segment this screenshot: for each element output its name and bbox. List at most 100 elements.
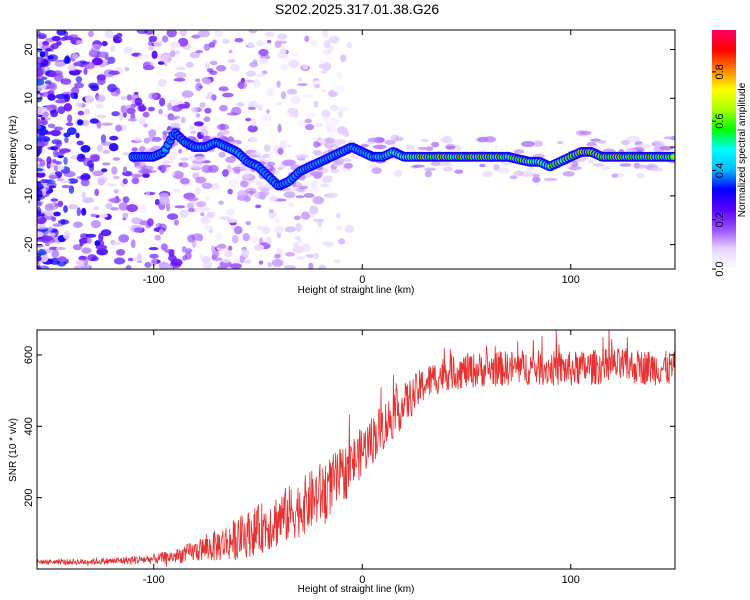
spectrogram-noise-blob (256, 40, 264, 47)
spectrogram-noise-blob (308, 186, 320, 194)
spectrogram-halo-blob (267, 161, 275, 167)
spectrogram-noise-blob (37, 249, 46, 256)
spectrogram-halo-blob (346, 139, 356, 144)
spectrogram-noise-blob (123, 46, 133, 54)
spectrogram-halo-blob (521, 174, 533, 178)
spectrogram-noise-blob (312, 218, 325, 223)
spectrogram-noise-blob (180, 162, 189, 168)
spectrogram-noise-blob (327, 192, 339, 199)
spectrogram-noise-blob (179, 30, 187, 37)
spectrogram-noise-blob (53, 165, 59, 172)
spectrogram-noise-blob (195, 50, 203, 54)
spectrogram-noise-blob (203, 43, 211, 51)
spectrogram-noise-blob (295, 256, 306, 260)
spectrogram-noise-blob (136, 253, 142, 261)
spectrogram-halo-blob (325, 137, 336, 143)
spectrogram-noise-blob (57, 200, 64, 207)
spectrogram-noise-blob (247, 42, 254, 48)
spectrogram-noise-blob (52, 223, 63, 227)
spectrogram-noise-blob (302, 243, 311, 252)
spectrogram-halo-blob (190, 130, 197, 135)
spectrogram-noise-blob (48, 83, 56, 89)
spectrogram-noise-blob (138, 105, 147, 112)
spectrogram-noise-blob (37, 255, 42, 262)
spectrogram-noise-blob (253, 244, 265, 251)
spectrogram-noise-blob (178, 37, 189, 47)
spectrogram-halo-blob (283, 191, 296, 199)
spectrogram-halo-blob (372, 144, 387, 150)
spectrogram-noise-blob (37, 124, 42, 130)
spectrogram-noise-blob (102, 149, 110, 154)
spectrogram-halo-blob (394, 136, 404, 142)
spectrogram-noise-blob (49, 71, 57, 78)
spectrogram-noise-blob (261, 114, 273, 122)
spectrogram-noise-blob (194, 186, 201, 196)
spectrogram-noise-blob (339, 106, 349, 112)
spectrogram-noise-blob (226, 112, 238, 116)
spectrogram-noise-blob (85, 233, 97, 238)
spectrogram-halo-blob (611, 173, 619, 178)
spectrogram-noise-blob (99, 213, 108, 218)
spectrogram-noise-blob (219, 104, 228, 112)
spectrogram-noise-blob (81, 61, 90, 65)
spectrogram-noise-blob (96, 144, 103, 153)
spectrogram-noise-blob (39, 51, 46, 58)
spectrogram-noise-blob (160, 243, 168, 251)
spectrogram-halo-blob (314, 150, 323, 156)
spectrogram-noise-blob (122, 166, 128, 173)
spectrogram-noise-blob (126, 107, 136, 115)
spectrogram-noise-blob (149, 253, 159, 259)
spectrogram-noise-blob (139, 204, 148, 213)
spectrogram-halo-blob (218, 129, 230, 136)
spectrogram-halo-blob (493, 164, 500, 171)
spectrogram-noise-blob (159, 196, 171, 206)
spectrogram-halo-blob (424, 167, 437, 171)
spectrogram-noise-blob (122, 196, 130, 204)
spectrogram-noise-blob (336, 71, 343, 79)
spectrogram-halo-blob (138, 145, 146, 152)
spectrogram-noise-blob (45, 242, 50, 247)
spectrogram-noise-blob (87, 237, 92, 244)
spectrogram-noise-blob (55, 93, 68, 100)
spectrogram-noise-blob (321, 109, 331, 118)
spectrogram-noise-blob (37, 78, 45, 86)
spectrogram-halo-blob (443, 166, 453, 172)
spectrogram-noise-blob (118, 202, 129, 211)
spectrogram-noise-blob (120, 105, 127, 114)
spectrogram-noise-blob (91, 57, 103, 66)
spectrogram-halo-blob (295, 182, 302, 187)
snr-ylabel: SNR (10 * v/v) (8, 418, 19, 482)
spectrogram-noise-blob (293, 215, 301, 220)
spectrogram-noise-blob (280, 91, 287, 100)
spectrogram-halo-blob (190, 163, 203, 170)
spectrogram-noise-blob (244, 259, 251, 264)
spectrogram-noise-blob (277, 147, 284, 155)
spectrogram-noise-blob (193, 121, 204, 127)
spectrogram-noise-blob (249, 136, 258, 143)
spectrogram-noise-blob (67, 178, 79, 184)
spectrogram-halo-blob (663, 136, 675, 140)
spectrogram-noise-blob (37, 191, 42, 198)
spectrogram-noise-blob (157, 53, 170, 62)
spectrogram-noise-blob (329, 45, 335, 51)
spectrogram-noise-blob (137, 53, 150, 60)
spectrogram-noise-blob (112, 157, 121, 161)
spectrogram-noise-blob (332, 85, 344, 94)
spectrogram-halo-blob (131, 173, 142, 178)
spectrogram-noise-blob (173, 77, 186, 82)
spectrogram-noise-blob (73, 265, 86, 269)
spectrogram-noise-blob (90, 44, 102, 49)
spectrogram-noise-blob (151, 50, 158, 59)
snr-ytick-label: 400 (23, 417, 35, 435)
spectrogram-halo-blob (323, 175, 334, 180)
spectrogram-noise-blob (96, 248, 108, 256)
spectrogram-noise-blob (271, 258, 284, 267)
spectrogram-noise-blob (61, 179, 71, 184)
spectrogram-noise-blob (95, 103, 104, 109)
spectrogram-halo-blob (521, 140, 535, 148)
colorbar-tick-label: 0.2 (714, 212, 726, 227)
spectrogram-noise-blob (134, 97, 143, 106)
spectrogram-noise-blob (68, 204, 78, 210)
spectrogram-noise-blob (340, 54, 347, 62)
spectrogram-halo-blob (532, 176, 541, 183)
